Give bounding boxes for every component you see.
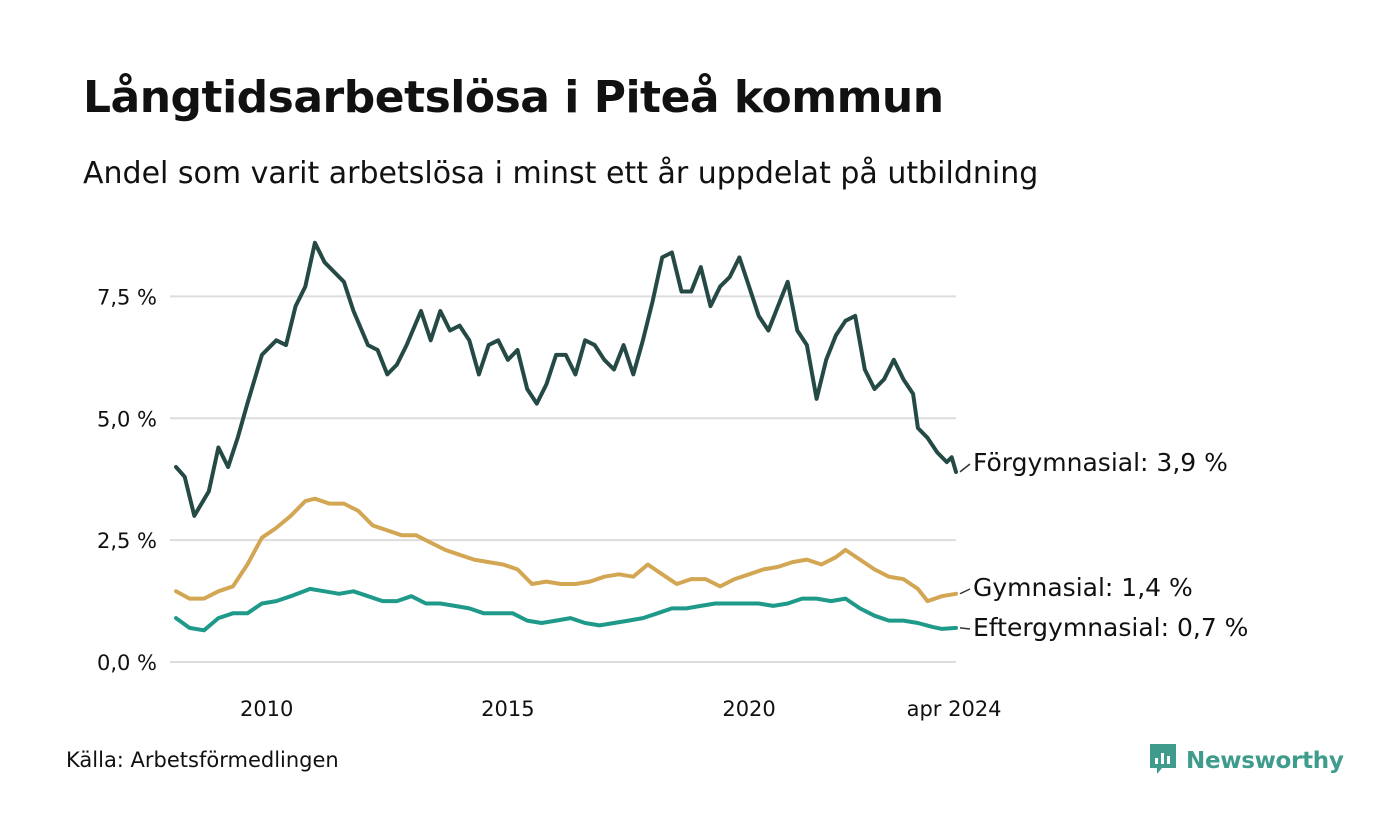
source-note: Källa: Arbetsförmedlingen <box>66 748 339 772</box>
x-axis-tick-labels: 2010 2015 2020 apr 2024 <box>240 697 1002 721</box>
y-axis-tick-labels: 0,0 % 2,5 % 5,0 % 7,5 % <box>97 285 157 675</box>
series-lines <box>174 240 958 633</box>
series-line-eftergymnasial <box>174 586 958 633</box>
y-tick-label: 0,0 % <box>97 651 157 675</box>
x-tick-label: 2015 <box>481 697 534 721</box>
leader-line-eftergymnasial <box>959 627 971 630</box>
brand-name: Newsworthy <box>1186 748 1344 774</box>
x-tick-label: apr 2024 <box>907 697 1002 721</box>
y-tick-label: 7,5 % <box>97 285 157 309</box>
chart-subtitle: Andel som varit arbetslösa i minst ett å… <box>83 156 1039 191</box>
y-tick-label: 5,0 % <box>97 407 157 431</box>
series-line-forgymnasial <box>174 240 958 518</box>
chart-title: Långtidsarbetslösa i Piteå kommun <box>83 72 944 123</box>
series-end-label-gymnasial: Gymnasial: 1,4 % <box>973 573 1193 602</box>
x-tick-label: 2020 <box>722 697 775 721</box>
brand-logo: Newsworthy <box>1148 742 1344 780</box>
y-tick-label: 2,5 % <box>97 529 157 553</box>
bar-chart-speech-bubble-icon <box>1148 742 1178 780</box>
leader-line-gymnasial <box>959 588 971 595</box>
leader-line-forgymnasial <box>959 463 971 473</box>
gridlines <box>170 295 956 663</box>
series-end-label-eftergymnasial: Eftergymnasial: 0,7 % <box>973 613 1248 642</box>
series-end-labels: Förgymnasial: 3,9 % Gymnasial: 1,4 % Efter… <box>959 448 1248 642</box>
series-line-gymnasial <box>174 496 958 604</box>
x-tick-label: 2010 <box>240 697 293 721</box>
series-end-label-forgymnasial: Förgymnasial: 3,9 % <box>973 448 1228 477</box>
